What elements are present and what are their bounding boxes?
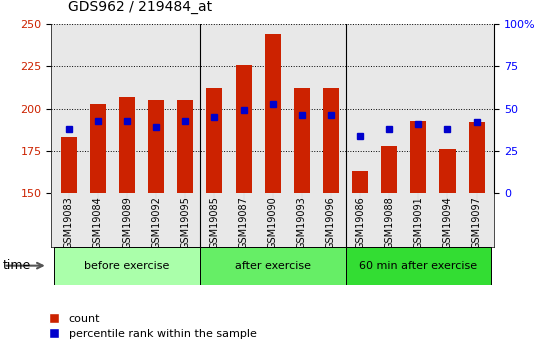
Text: before exercise: before exercise — [84, 261, 170, 270]
Text: GSM19097: GSM19097 — [471, 196, 482, 249]
Text: GSM19094: GSM19094 — [442, 196, 453, 249]
Text: GSM19091: GSM19091 — [413, 196, 423, 249]
Text: GSM19085: GSM19085 — [210, 196, 219, 249]
Bar — [177, 100, 193, 193]
Bar — [54, 247, 200, 285]
Text: after exercise: after exercise — [235, 261, 310, 270]
Text: GSM19083: GSM19083 — [64, 196, 74, 249]
Bar — [346, 247, 491, 285]
Bar — [265, 34, 281, 193]
Text: GSM19096: GSM19096 — [326, 196, 336, 249]
Bar — [410, 120, 427, 193]
Text: time: time — [3, 259, 31, 272]
Bar — [148, 100, 164, 193]
Bar — [381, 146, 397, 193]
Text: GSM19084: GSM19084 — [93, 196, 103, 249]
Text: 60 min after exercise: 60 min after exercise — [359, 261, 477, 270]
Bar — [323, 88, 339, 193]
Bar — [90, 104, 106, 193]
Bar — [352, 171, 368, 193]
Bar — [469, 122, 484, 193]
Bar — [119, 97, 135, 193]
Bar — [61, 137, 77, 193]
Bar — [200, 247, 346, 285]
Text: GSM19095: GSM19095 — [180, 196, 190, 249]
Bar — [294, 88, 310, 193]
Text: GDS962 / 219484_at: GDS962 / 219484_at — [68, 0, 212, 14]
Bar — [440, 149, 456, 193]
Text: GSM19090: GSM19090 — [268, 196, 278, 249]
Bar — [235, 65, 252, 193]
Text: GSM19092: GSM19092 — [151, 196, 161, 249]
Bar — [206, 88, 222, 193]
Text: GSM19087: GSM19087 — [239, 196, 248, 249]
Text: GSM19088: GSM19088 — [384, 196, 394, 249]
Legend: count, percentile rank within the sample: count, percentile rank within the sample — [49, 314, 256, 339]
Text: GSM19093: GSM19093 — [297, 196, 307, 249]
Text: GSM19086: GSM19086 — [355, 196, 365, 249]
Text: GSM19089: GSM19089 — [122, 196, 132, 249]
